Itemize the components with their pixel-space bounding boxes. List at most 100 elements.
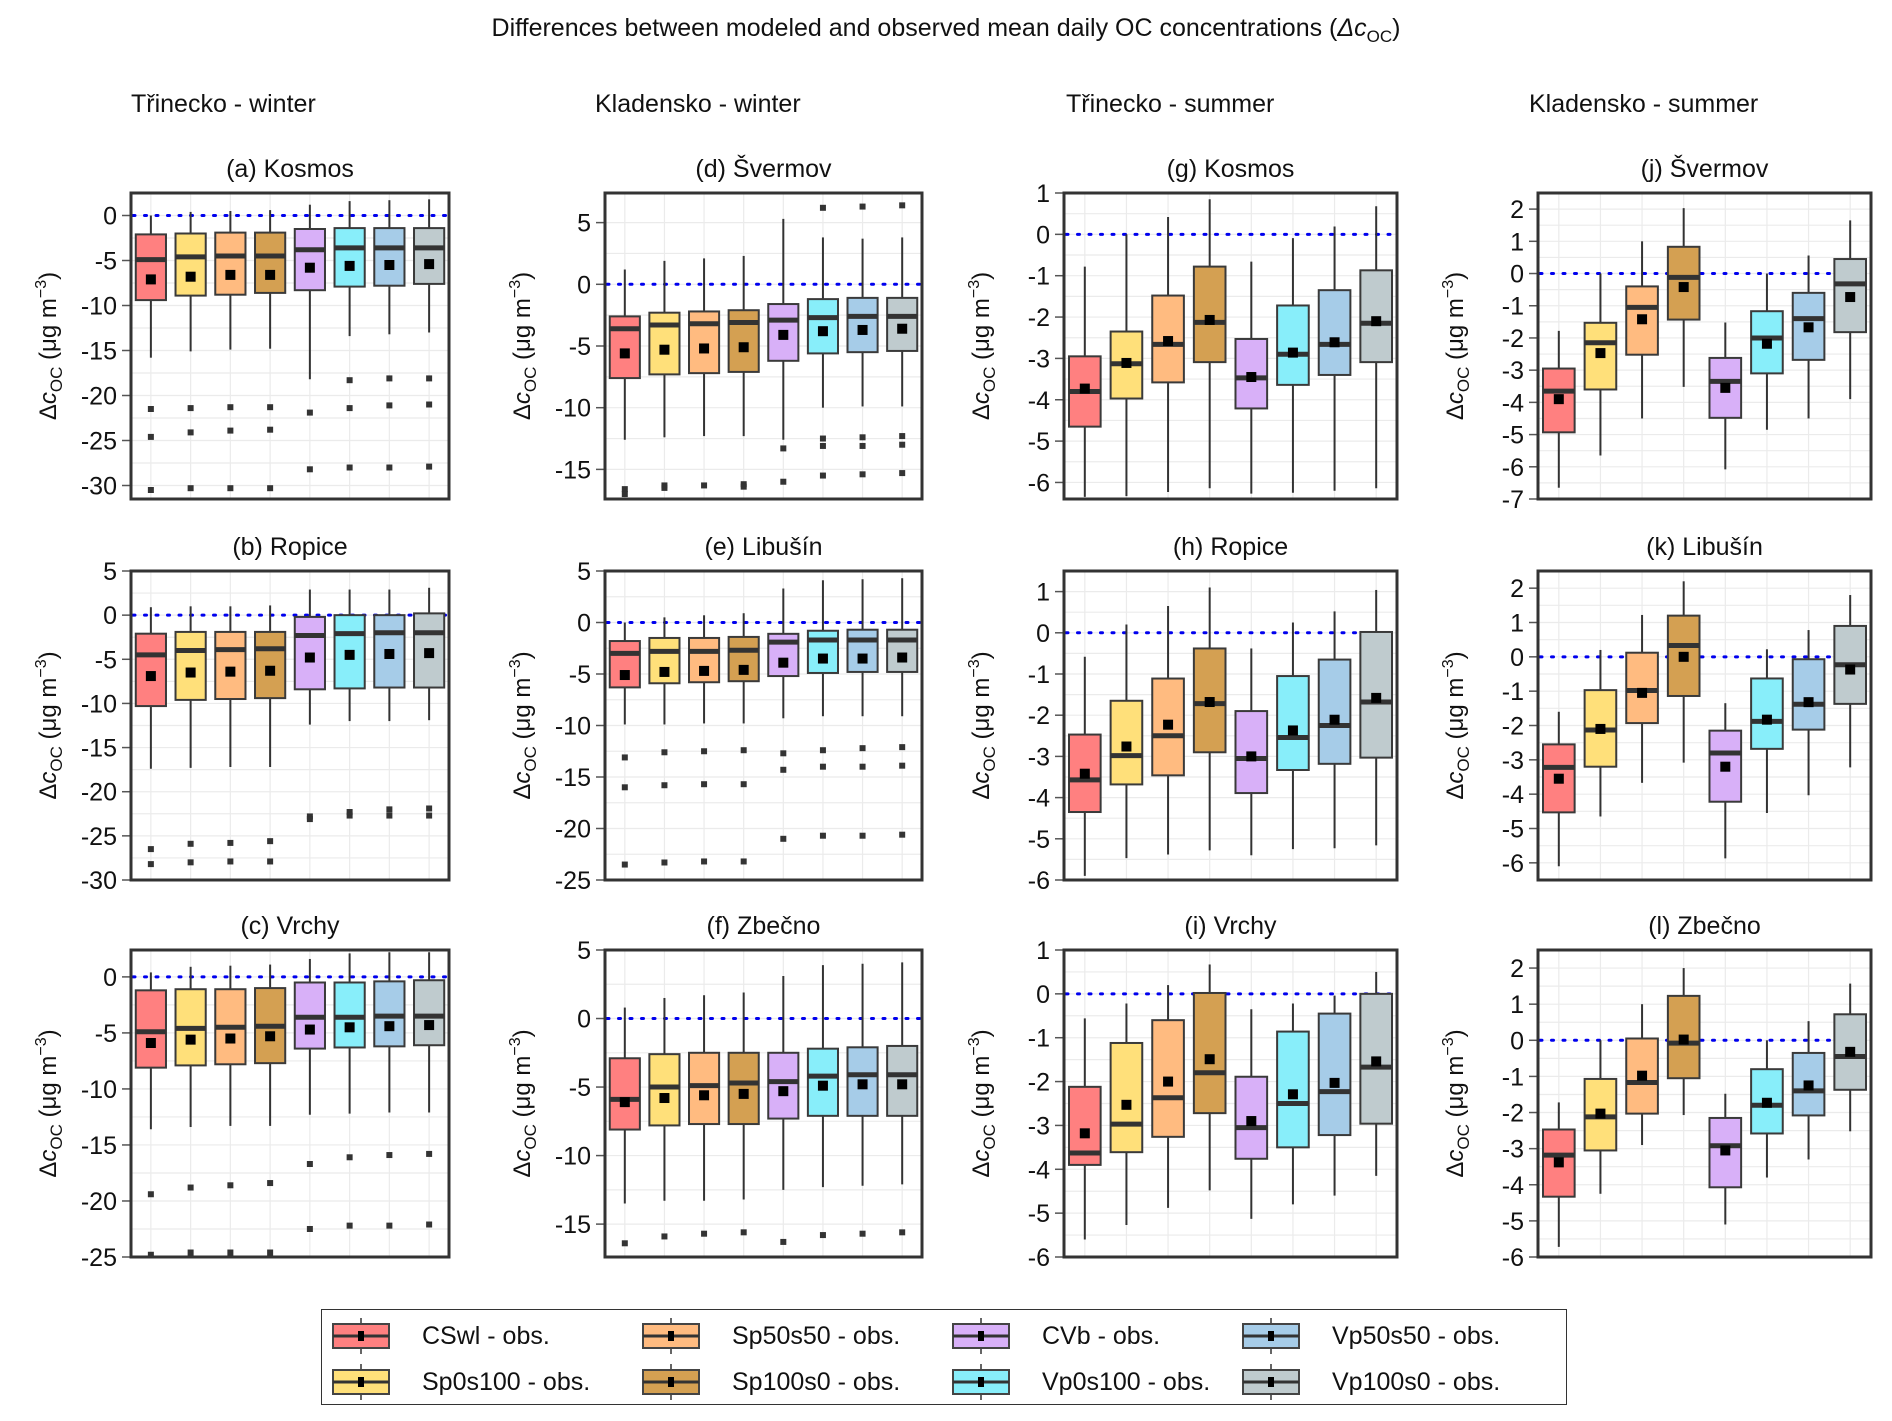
column-title-kladensko-summer: Kladensko - summer [1529, 90, 1759, 118]
box-Sp0s100 [1583, 273, 1618, 456]
y-tick-label: 0 [1510, 261, 1524, 289]
y-tick-label: 0 [577, 271, 591, 299]
y-axis-label-part: −3 [507, 1037, 524, 1055]
mean-marker [1720, 382, 1731, 393]
panel-j: (j) Švermov 2 1 0 -1 -2 -3 -4 -5 -6 -7 ΔcOC (μg m−3… [1440, 154, 1873, 514]
mean-marker [1803, 697, 1814, 708]
mean-marker [1678, 282, 1689, 293]
box-iqr [214, 630, 247, 701]
outlier-point [899, 433, 906, 440]
outlier-point [899, 831, 906, 838]
box-CVb [1234, 648, 1269, 856]
box-Vp50s50 [1317, 226, 1352, 491]
mean-marker [1204, 697, 1215, 708]
y-tick-label: -2 [1028, 304, 1050, 332]
y-axis-label-part: (μg m [1442, 298, 1469, 367]
outlier-point [661, 484, 668, 491]
mean-marker [659, 1093, 670, 1104]
mean-marker [384, 1021, 395, 1032]
panel-k: (k) Libušín 2 1 0 -1 -2 -3 -4 -5 -6 ΔcOC (μg m−3) [1440, 533, 1873, 882]
y-axis-label-part: c [968, 392, 995, 404]
y-axis-label-part: OC [47, 1124, 66, 1150]
mean-marker [1204, 314, 1215, 325]
y-axis-label: ΔcOC (μg m−3) [966, 1029, 999, 1177]
box-iqr [333, 227, 366, 288]
y-axis-label-part: OC [1454, 1124, 1473, 1150]
box-iqr [886, 628, 919, 673]
y-axis-label-part: (μg m [968, 298, 995, 367]
mean-marker [344, 649, 355, 660]
outlier-point [859, 203, 866, 210]
box-CVb [1708, 703, 1743, 859]
panel-title: (d) Švermov [695, 154, 832, 183]
y-axis-label-part: ) [1442, 272, 1469, 280]
y-tick-label: 0 [1036, 221, 1050, 249]
y-axis-label-part: Δ [35, 784, 62, 800]
box-Sp0s100 [648, 260, 681, 491]
panel-title: (e) Libušín [704, 533, 822, 561]
box-Vp50s50 [846, 203, 879, 478]
outlier-point [701, 1230, 708, 1237]
mean-marker [1371, 316, 1382, 327]
mean-marker [1595, 723, 1606, 734]
y-tick-label: 0 [577, 610, 591, 638]
outlier-point [227, 1182, 234, 1189]
legend-label: Vp100s0 - obs. [1332, 1367, 1501, 1396]
box-iqr [727, 309, 760, 373]
y-axis-label-part: ) [35, 651, 62, 659]
y-tick-label: -3 [1028, 345, 1050, 373]
y-axis-label: ΔcOC (μg m−3) [33, 1029, 66, 1177]
y-tick-label: -1 [1028, 263, 1050, 291]
box-CVb [767, 588, 800, 842]
outlier-point [346, 405, 353, 412]
outlier-point [819, 472, 826, 479]
y-axis-label-part: OC [47, 746, 66, 772]
y-axis-label-part: −3 [966, 280, 983, 298]
mean-marker [1329, 1077, 1340, 1088]
panel-h: (h) Ropice 1 0 -1 -2 -3 -4 -5 -6 ΔcOC (μg m−3) [966, 533, 1399, 895]
y-tick-label: -5 [569, 1074, 591, 1102]
mean-marker [265, 1031, 276, 1042]
y-tick-label: -4 [1502, 1172, 1524, 1200]
outlier-point [187, 840, 194, 847]
box-Vp100s0 [886, 202, 919, 477]
main-title: Differences between modeled and observed… [0, 14, 1892, 47]
outlier-point [899, 744, 906, 751]
panel-frame [1062, 948, 1399, 1259]
y-tick-label: 5 [577, 558, 591, 586]
y-axis-label-part: Δ [968, 1162, 995, 1178]
mean-marker [1803, 1080, 1814, 1091]
box-Vp0s100 [806, 580, 839, 839]
panel-frame [129, 948, 451, 1259]
outlier-point [899, 202, 906, 209]
box-iqr [214, 231, 247, 296]
panel-title: (i) Vrchy [1184, 912, 1277, 940]
y-axis-label-part: ) [35, 272, 62, 280]
mean-marker [1761, 338, 1772, 349]
box-iqr [767, 1051, 800, 1120]
y-axis-label-part: ) [1442, 651, 1469, 659]
outlier-point [859, 434, 866, 441]
outlier-point [819, 1232, 826, 1239]
y-tick-label: -20 [81, 1188, 117, 1216]
y-tick-label: -15 [555, 456, 591, 484]
mean-marker [1803, 322, 1814, 333]
y-tick-label: -20 [555, 816, 591, 844]
panel-title: (a) Kosmos [226, 155, 354, 183]
outlier-point [899, 441, 906, 448]
box-Sp0s100 [1583, 649, 1618, 817]
box-iqr [648, 1053, 681, 1127]
y-tick-label: -3 [1502, 747, 1524, 775]
outlier-point [267, 404, 274, 411]
y-tick-label: -4 [1028, 1156, 1050, 1184]
y-tick-label: 1 [1036, 180, 1050, 208]
y-tick-label: -30 [81, 473, 117, 501]
box-Vp100s0 [886, 578, 919, 838]
mean-marker [1553, 394, 1564, 405]
outlier-point [426, 805, 433, 812]
outlier-point [819, 832, 826, 839]
y-axis-label: ΔcOC (μg m−3) [507, 1029, 540, 1177]
box-CSwl [1541, 1102, 1576, 1247]
y-tick-label: -15 [81, 735, 117, 763]
outlier-point [819, 204, 826, 211]
